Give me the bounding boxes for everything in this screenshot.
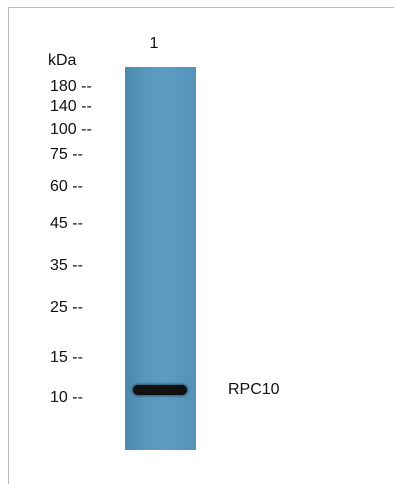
frame-left-border xyxy=(8,7,9,484)
marker-label-75: 75 -- xyxy=(50,146,83,163)
marker-label-180: 180 -- xyxy=(50,78,92,95)
marker-label-60: 60 -- xyxy=(50,178,83,195)
marker-label-35: 35 -- xyxy=(50,257,83,274)
marker-label-25: 25 -- xyxy=(50,299,83,316)
protein-band xyxy=(133,385,187,395)
frame-top-border xyxy=(8,7,394,8)
unit-label: kDa xyxy=(48,52,77,69)
blot-lane xyxy=(125,67,196,450)
marker-label-45: 45 -- xyxy=(50,215,83,232)
marker-label-15: 15 -- xyxy=(50,349,83,366)
marker-label-10: 10 -- xyxy=(50,389,83,406)
marker-label-100: 100 -- xyxy=(50,121,92,138)
marker-label-140: 140 -- xyxy=(50,98,92,115)
band-label: RPC10 xyxy=(228,381,280,398)
lane-number: 1 xyxy=(149,35,159,52)
